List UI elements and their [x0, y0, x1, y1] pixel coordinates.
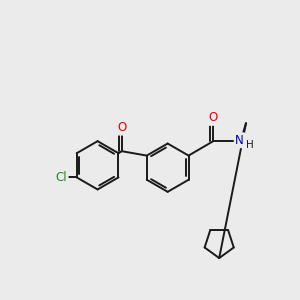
- Text: H: H: [246, 140, 254, 150]
- Text: O: O: [208, 111, 217, 124]
- Text: O: O: [117, 121, 126, 134]
- Text: N: N: [235, 134, 244, 147]
- Text: Cl: Cl: [56, 171, 67, 184]
